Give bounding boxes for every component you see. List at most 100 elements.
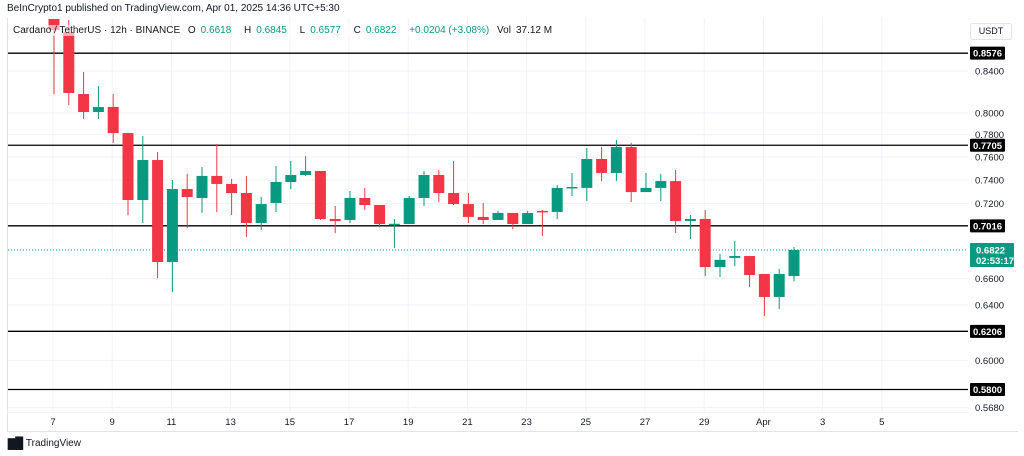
candle-body [788, 249, 800, 277]
candle-body [152, 160, 164, 263]
candle-body [610, 147, 622, 173]
candle-body [403, 197, 415, 224]
candle-body [314, 170, 326, 219]
x-tick-label: 29 [699, 417, 710, 428]
candle [625, 143, 637, 203]
candle-body [107, 106, 119, 134]
candle [300, 155, 312, 176]
candle-body [344, 197, 356, 220]
candle [433, 169, 445, 203]
candle-body [137, 160, 149, 200]
candle [166, 180, 178, 292]
level-label-bg [970, 383, 1005, 397]
low-label: L [299, 25, 306, 36]
level-label: 0.8576 [973, 49, 1002, 60]
candle [551, 185, 563, 219]
current-price-label: 0.6822 [976, 245, 1005, 256]
level-label: 0.7705 [973, 141, 1003, 152]
publish-info: BeInCrypto1 published on TradingView.com… [7, 3, 340, 14]
symbol-name[interactable]: Cardano / TetherUS · 12h · BINANCE [13, 25, 181, 36]
candle [610, 140, 622, 182]
candle [566, 172, 578, 196]
time-axis[interactable]: 7 9 11 13 15 17 19 21 23 25 27 29 Apr 3 5 [50, 417, 884, 428]
candle [729, 241, 741, 266]
candle-body [714, 259, 726, 268]
candle-body [522, 212, 534, 224]
x-tick-label: 23 [521, 417, 532, 428]
candle-body [625, 147, 637, 193]
candle [255, 197, 267, 231]
candle-body [640, 187, 652, 193]
candle [359, 187, 371, 210]
tradingview-logo[interactable]: ▇▉ TradingView [8, 437, 81, 450]
candle [403, 195, 415, 224]
y-tick-label: 0.6000 [975, 356, 1004, 367]
price-axis[interactable]: 0.8400 0.8000 0.7800 0.7600 0.7400 0.7200 0.66… [975, 67, 1004, 415]
candle [507, 212, 519, 230]
candle [270, 166, 282, 212]
candle [477, 202, 489, 224]
level-label: 0.5800 [973, 385, 1002, 396]
candle [581, 147, 593, 202]
candles [48, 19, 800, 316]
candle [314, 170, 326, 220]
candle-body [78, 94, 90, 112]
close-label: C [353, 25, 361, 36]
candle [374, 205, 386, 228]
y-tick-label: 0.6400 [975, 300, 1004, 311]
candle-body [448, 193, 460, 205]
candle [196, 166, 208, 213]
candle-body [492, 212, 504, 220]
candle-body [270, 181, 282, 203]
candle-body [285, 175, 297, 182]
candle [536, 209, 548, 237]
candle-body [63, 31, 75, 93]
candle-body [359, 197, 371, 206]
candle-body [699, 218, 711, 268]
horizontal-levels [8, 52, 968, 391]
open-label: O [187, 25, 196, 36]
candle-body [551, 187, 563, 212]
candle-body [566, 187, 578, 189]
candle [329, 205, 341, 233]
candle [418, 170, 430, 206]
candle-body [122, 133, 134, 200]
x-tick-label: 5 [879, 417, 884, 428]
candle-body [300, 170, 312, 176]
level-label-bg [970, 46, 1005, 60]
candle [285, 161, 297, 190]
candle-body [226, 183, 238, 194]
candle-body [211, 175, 223, 184]
candle [670, 169, 682, 233]
x-tick-label: 25 [581, 417, 592, 428]
y-tick-label: 0.6600 [975, 274, 1004, 285]
candle [107, 94, 119, 144]
candle-body [433, 175, 445, 194]
currency-unit-button[interactable]: USDT [970, 23, 1012, 40]
candle-body [507, 212, 519, 224]
candle-body [655, 181, 667, 188]
y-tick-label: 0.7400 [975, 176, 1004, 187]
x-tick-label: 17 [344, 417, 355, 428]
countdown-label: 02:53:17 [976, 256, 1014, 267]
grid [8, 18, 968, 412]
candle [788, 247, 800, 282]
candle-body [418, 175, 430, 198]
candle-body [388, 223, 400, 226]
candle [640, 172, 652, 193]
candle [226, 178, 238, 215]
candle [492, 210, 504, 220]
candle [137, 136, 149, 224]
symbol-legend: Cardano / TetherUS · 12h · BINANCE O 0.66… [13, 25, 563, 36]
level-labels: 0.8576 0.7705 0.7016 0.6206 0.5800 0.682202:5… [970, 46, 1014, 397]
candle [78, 72, 90, 120]
candle [344, 191, 356, 224]
high-value: 0.6845 [256, 25, 287, 36]
candle [181, 173, 193, 229]
candle-body [684, 218, 696, 222]
candle [714, 253, 726, 277]
x-tick-label: 11 [166, 417, 176, 428]
candle-body [536, 210, 548, 213]
candle-body [477, 216, 489, 220]
